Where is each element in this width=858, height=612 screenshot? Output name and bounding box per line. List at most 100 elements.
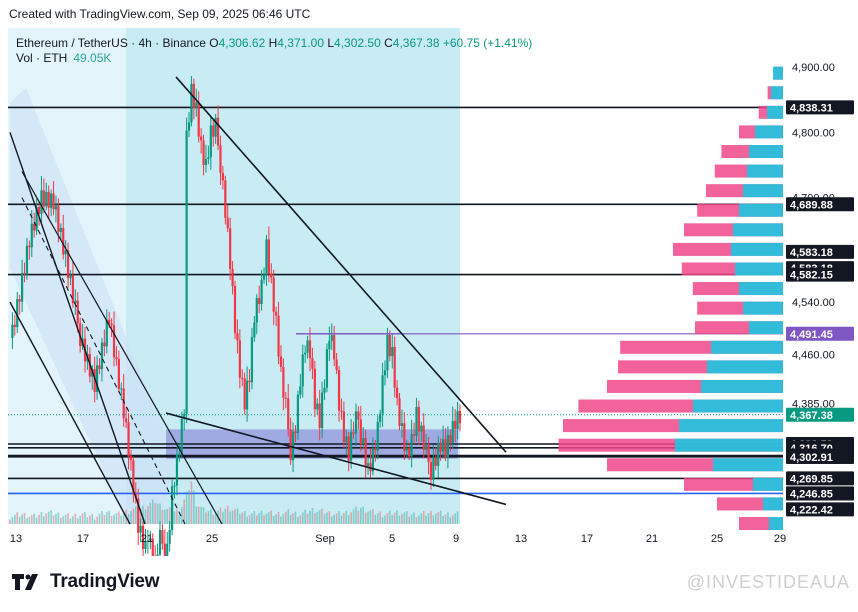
profile-cyan-row-3 [755, 125, 783, 139]
time-axis: 13 17 21 25 Sep 5 9 13 17 21 25 29 [10, 533, 786, 545]
volume-bar-182 [449, 517, 452, 524]
low-label: L [327, 36, 335, 50]
candle-body-19 [54, 205, 58, 210]
profile-cyan-row-1 [771, 86, 783, 100]
candle-body-143 [354, 411, 358, 434]
candle-body-99 [248, 380, 251, 383]
candle-body-45 [117, 359, 120, 389]
volume-bar-184 [454, 513, 456, 524]
volume-bar-109 [272, 515, 275, 524]
profile-cyan-row-2 [767, 105, 783, 119]
profile-cyan-row-11 [739, 282, 783, 296]
candle-body-114 [284, 397, 287, 399]
candle-body-141 [350, 432, 353, 461]
volume-bar-65 [166, 509, 169, 524]
volume-bar-19 [55, 513, 57, 524]
volume-bar-23 [64, 514, 67, 524]
candle-body-160 [395, 387, 399, 399]
volume-bar-49 [127, 513, 130, 524]
candle-body-126 [313, 368, 316, 410]
profile-cyan-row-7 [739, 203, 783, 217]
volume-bar-89 [224, 508, 227, 524]
volume-bar-82 [207, 510, 210, 524]
volume-bar-91 [229, 511, 231, 524]
volume-bar-27 [74, 513, 77, 524]
candle-body-146 [362, 438, 365, 444]
volume-bar-85 [214, 513, 217, 524]
candle-body-48 [125, 418, 128, 423]
volume-bar-157 [389, 510, 391, 524]
time-tick-10: 25 [711, 533, 723, 545]
chart-area[interactable]: 4,900.004,800.004,700.004,540.004,460.00… [0, 28, 858, 612]
candle-body-80 [202, 140, 205, 165]
volume-bar-125 [311, 508, 314, 524]
volume-bar-129 [321, 508, 323, 524]
candle-body-177 [437, 443, 440, 466]
volume-bar-180 [444, 514, 447, 524]
candle-body-127 [316, 403, 319, 410]
volume-bar-130 [323, 514, 326, 524]
candle-body-109 [272, 277, 275, 312]
candle-body-176 [434, 457, 437, 466]
volume-bar-76 [193, 490, 195, 524]
candle-body-144 [357, 411, 360, 420]
volume-bar-87 [219, 507, 222, 524]
profile-cyan-row-0 [773, 66, 783, 80]
candle-body-152 [376, 421, 379, 451]
volume-bar-128 [318, 510, 321, 524]
volume-bar-38 [101, 510, 103, 524]
high-label: H [268, 36, 278, 50]
close-value: 4,367.38 [392, 36, 440, 50]
profile-cyan-row-21 [753, 477, 783, 491]
candle-body-42 [110, 323, 113, 326]
volume-bar-169 [418, 515, 420, 524]
candle-body-18 [52, 193, 55, 210]
tradingview-logo[interactable]: TradingView [12, 571, 160, 593]
volume-bar-159 [393, 512, 396, 524]
candle-body-102 [255, 298, 258, 323]
candle-body-57 [146, 540, 150, 543]
candle-body-156 [386, 334, 389, 371]
chart-svg[interactable]: 4,900.004,800.004,700.004,540.004,460.00… [0, 28, 858, 612]
channel-mid-dashed [21, 197, 186, 525]
time-tick-1: 17 [77, 533, 89, 545]
candle-body-150 [371, 449, 375, 472]
candle-body-104 [260, 279, 263, 305]
volume-bar-17 [50, 510, 52, 524]
candle-body-55 [141, 525, 145, 549]
volume-bar-90 [226, 505, 229, 524]
volume-bar-44 [115, 512, 118, 524]
candle-body-138 [342, 411, 345, 443]
candle-body-13 [40, 190, 43, 214]
volume-bar-61 [156, 503, 159, 524]
volume-bar-37 [98, 513, 101, 524]
volume-bar-119 [297, 516, 299, 524]
volume-bar-22 [62, 516, 65, 524]
volume-bar-29 [79, 515, 81, 524]
volume-bar-114 [285, 511, 287, 524]
volume-bar-126 [314, 513, 316, 524]
level-label-4-bg [786, 267, 854, 282]
volume-bar-113 [282, 514, 285, 524]
volume-bar-136 [338, 510, 340, 524]
volume-bar-78 [197, 506, 200, 524]
candle-body-27 [74, 300, 77, 304]
volume-bar-77 [195, 506, 198, 524]
volume-bar-62 [159, 503, 161, 524]
volume-bar-94 [236, 508, 239, 524]
volume-bar-166 [410, 514, 413, 524]
volume-bar-79 [200, 506, 202, 524]
candle-body-137 [340, 410, 343, 412]
candle-body-106 [265, 239, 268, 275]
time-tick-4: Sep [315, 533, 335, 545]
candle-body-105 [262, 274, 266, 280]
volume-bar-54 [139, 508, 142, 524]
created-with-text: Created with TradingView.com, Sep 09, 20… [9, 7, 311, 21]
candle-body-83 [209, 125, 212, 158]
level-label-11: 4,302.91 [790, 452, 833, 464]
volume-bar-83 [210, 509, 212, 524]
volume-bar-51 [132, 508, 135, 524]
highlight-level-label: 4,491.45 [790, 329, 833, 341]
volume-bar-108 [270, 510, 273, 524]
candle-body-64 [163, 543, 166, 588]
